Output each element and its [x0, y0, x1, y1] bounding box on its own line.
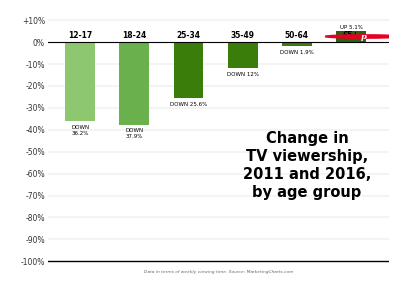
Text: 12-17: 12-17: [68, 31, 92, 40]
Text: Data in terms of weekly viewing time. Source: MarketingCharts.com: Data in terms of weekly viewing time. So…: [144, 270, 293, 274]
Bar: [119, 42, 149, 125]
Text: DOWN 25.6%: DOWN 25.6%: [170, 101, 207, 107]
Text: 50-64: 50-64: [285, 31, 309, 40]
Text: DOWN
36.2%: DOWN 36.2%: [71, 125, 89, 136]
Text: 18-24: 18-24: [122, 31, 146, 40]
Bar: [336, 31, 366, 42]
Text: Change in
TV viewership,
2011 and 2016,
by age group: Change in TV viewership, 2011 and 2016, …: [243, 131, 371, 200]
Circle shape: [326, 35, 397, 38]
Bar: [228, 42, 258, 68]
Text: UP 5.1%: UP 5.1%: [340, 25, 362, 30]
Text: DOWN 12%: DOWN 12%: [227, 72, 259, 77]
Text: 65+: 65+: [343, 31, 359, 40]
Text: 25-34: 25-34: [177, 31, 200, 40]
Text: DOWN
37.9%: DOWN 37.9%: [125, 129, 143, 139]
Text: 35-49: 35-49: [231, 31, 255, 40]
Bar: [173, 42, 203, 98]
Text: p: p: [360, 32, 366, 40]
Bar: [65, 42, 95, 121]
Bar: [282, 42, 312, 46]
Text: DOWN 1.9%: DOWN 1.9%: [280, 50, 314, 54]
